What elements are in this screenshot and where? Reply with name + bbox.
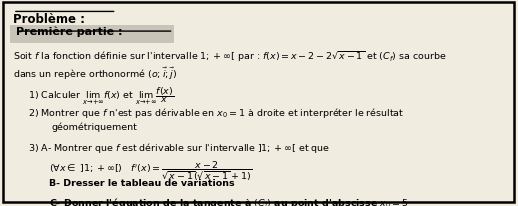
Text: 2) Montrer que $f$ n'est pas dérivable en $x_0 = 1$ à droite et interpréter le r: 2) Montrer que $f$ n'est pas dérivable e… [28,105,405,119]
Text: B- Dresser le tableau de variations: B- Dresser le tableau de variations [49,178,235,187]
Text: 3) A- Montrer que $f$ est dérivable sur l'intervalle $]1; +\infty[$ et que: 3) A- Montrer que $f$ est dérivable sur … [28,140,331,154]
Text: Première partie :: Première partie : [16,26,122,37]
Bar [10,26,174,44]
Text: 1) Calculer $\lim_{x \to +\infty} f(x)$ et $\lim_{x \to +\infty} \dfrac{f(x)}{x}: 1) Calculer $\lim_{x \to +\infty} f(x)$ … [28,85,175,107]
Text: Problème :: Problème : [13,13,85,26]
Text: $(\forall x \in\ ]1; +\infty[)$   $f'(x) = \dfrac{x-2}{\sqrt{x-1}(\sqrt{x-1}+1)}: $(\forall x \in\ ]1; +\infty[)$ $f'(x) =… [49,159,252,183]
Text: C- Donner l'équation de la tangente à $(C_f)$ au point d'abscisse $x_0 = 5$: C- Donner l'équation de la tangente à $(… [49,195,409,206]
Text: dans un repère orthonormé $(o; \vec{i}; \vec{j})$: dans un repère orthonormé $(o; \vec{i}; … [13,66,177,82]
Text: Soit $f$ la fonction définie sur l'intervalle $1; +\infty[$ par : $f(x) = x - 2 : Soit $f$ la fonction définie sur l'inter… [13,49,447,63]
Text: géométriquement: géométriquement [52,122,138,131]
